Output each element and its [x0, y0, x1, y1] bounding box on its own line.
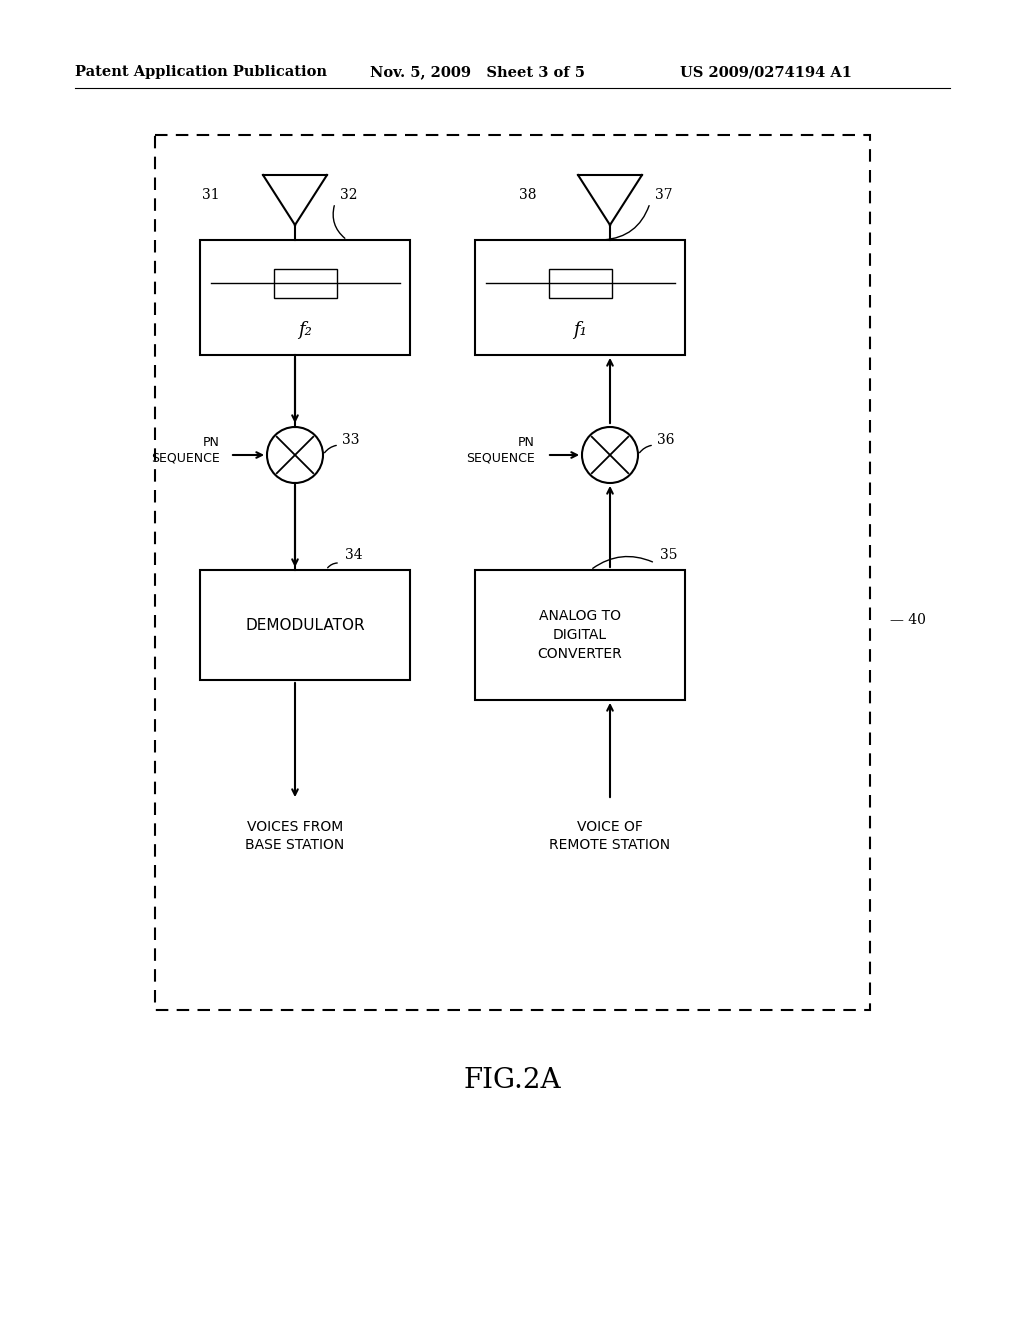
Bar	[475, 240, 685, 355]
Text: f₂: f₂	[298, 321, 312, 339]
Text: 37: 37	[655, 187, 673, 202]
Text: — 40: — 40	[890, 612, 926, 627]
Bar	[549, 269, 611, 297]
Text: f₁: f₁	[573, 321, 587, 339]
Text: FIG.2A: FIG.2A	[463, 1067, 561, 1093]
Bar	[475, 570, 685, 700]
Bar	[155, 135, 870, 1010]
Text: 34: 34	[345, 548, 362, 562]
Bar	[200, 570, 410, 680]
Text: 33: 33	[342, 433, 359, 447]
Text: Nov. 5, 2009   Sheet 3 of 5: Nov. 5, 2009 Sheet 3 of 5	[370, 65, 585, 79]
Text: VOICES FROM
BASE STATION: VOICES FROM BASE STATION	[246, 820, 345, 853]
Text: PN
SEQUENCE: PN SEQUENCE	[152, 436, 220, 465]
Text: VOICE OF
REMOTE STATION: VOICE OF REMOTE STATION	[550, 820, 671, 853]
Bar	[273, 269, 337, 297]
Text: US 2009/0274194 A1: US 2009/0274194 A1	[680, 65, 852, 79]
Text: 36: 36	[657, 433, 675, 447]
Text: 35: 35	[660, 548, 678, 562]
Text: PN
SEQUENCE: PN SEQUENCE	[466, 436, 535, 465]
Text: 38: 38	[519, 187, 537, 202]
Text: 31: 31	[203, 187, 220, 202]
Bar	[200, 240, 410, 355]
Text: 32: 32	[340, 187, 357, 202]
Text: ANALOG TO
DIGITAL
CONVERTER: ANALOG TO DIGITAL CONVERTER	[538, 609, 623, 661]
Text: Patent Application Publication: Patent Application Publication	[75, 65, 327, 79]
Text: DEMODULATOR: DEMODULATOR	[245, 618, 365, 632]
